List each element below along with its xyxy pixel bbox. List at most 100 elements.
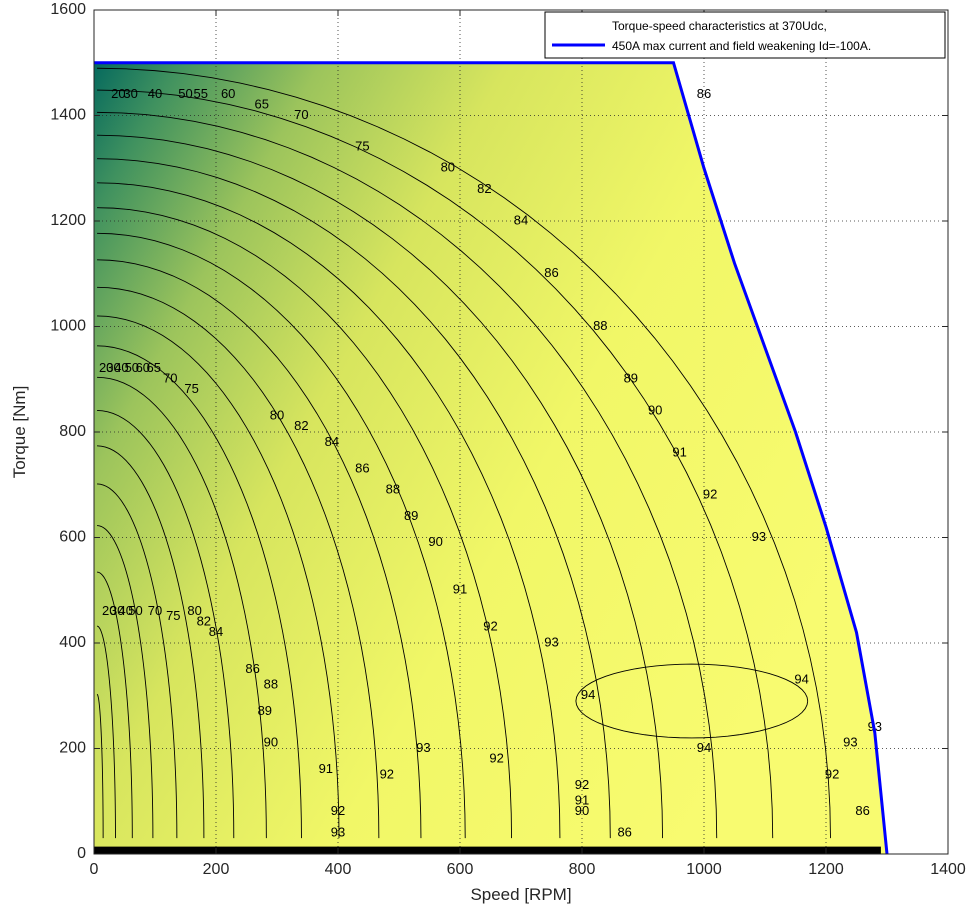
- contour-label: 92: [489, 750, 503, 765]
- contour-label: 30: [106, 360, 120, 375]
- x-tick-label: 1200: [808, 861, 844, 878]
- contour-label: 90: [648, 402, 662, 417]
- efficiency-map-fill: [94, 62, 887, 854]
- efficiency-region: [94, 62, 887, 854]
- contour-label: 40: [148, 86, 162, 101]
- contour-line-65: [97, 410, 235, 839]
- legend-text-line1: Torque-speed characteristics at 370Udc,: [612, 19, 827, 33]
- contour-label: 86: [355, 460, 369, 475]
- x-tick-label: 0: [90, 861, 99, 878]
- contour-label: 50: [125, 360, 139, 375]
- contour-line-93: [97, 89, 774, 839]
- y-axis-label: Torque [Nm]: [10, 386, 29, 479]
- contour-label: 86: [697, 86, 711, 101]
- contour-label: 88: [593, 318, 607, 333]
- contour-label: 89: [404, 508, 418, 523]
- contour-label: 92: [331, 803, 345, 818]
- contour-label: 89: [258, 703, 272, 718]
- contour-label: 55: [194, 86, 208, 101]
- contour-line-40: [96, 571, 133, 839]
- low-torque-dense-contours: [94, 846, 881, 854]
- contour-line-91: [97, 134, 664, 839]
- contour-label: 70: [294, 107, 308, 122]
- contour-label: 82: [294, 418, 308, 433]
- contour-label: 93: [843, 735, 857, 750]
- contour-label: 94: [581, 687, 595, 702]
- contour-label: 92: [703, 487, 717, 502]
- contour-line-75: [97, 345, 302, 839]
- contour-label: 75: [184, 381, 198, 396]
- contour-line-84: [97, 259, 422, 839]
- contour-label: 90: [575, 803, 589, 818]
- contour-line-94: [97, 67, 831, 839]
- contour-line-60: [97, 445, 205, 839]
- contour-label: 84: [514, 212, 528, 227]
- contour-label: 88: [264, 677, 278, 692]
- y-tick-label: 1400: [50, 107, 86, 124]
- contour-label: 84: [325, 434, 339, 449]
- contour-line-80: [97, 315, 340, 839]
- contour-label: 93: [752, 529, 766, 544]
- y-tick-label: 1600: [50, 1, 86, 18]
- contour-label: 30: [123, 86, 137, 101]
- contour-label: 92: [575, 777, 589, 792]
- contour-label: 80: [441, 160, 455, 175]
- contour-line-92: [97, 111, 718, 839]
- contour-label: 65: [255, 96, 269, 111]
- x-tick-label: 600: [447, 861, 474, 878]
- contour-label: 92: [825, 766, 839, 781]
- contour-label: 91: [672, 445, 686, 460]
- x-tick-label: 1400: [930, 861, 966, 878]
- contour-label: 20: [102, 603, 116, 618]
- y-tick-label: 400: [59, 634, 86, 651]
- y-tick-label: 1200: [50, 212, 86, 229]
- contour-line-55: [97, 483, 178, 839]
- contour-line-89: [97, 182, 561, 839]
- contour-label: 84: [209, 624, 223, 639]
- contour-line-30: [96, 625, 116, 839]
- contour-label: 94: [794, 671, 808, 686]
- contour-label: 82: [477, 181, 491, 196]
- contour-label: 88: [386, 481, 400, 496]
- contour-label: 60: [136, 360, 150, 375]
- legend-text-line2: 450A max current and field weakening Id=…: [612, 39, 871, 53]
- contour-label: 92: [380, 766, 394, 781]
- y-tick-label: 200: [59, 740, 86, 757]
- axis-ticks: 0 200 400 600 800 1000 1200 1400 0 200 400 600 800 10…: [50, 1, 965, 878]
- contour-label: 91: [319, 761, 333, 776]
- contour-label: 93: [416, 740, 430, 755]
- contour-line-90: [97, 158, 611, 839]
- contour-label: 86: [855, 803, 869, 818]
- torque-speed-envelope: [94, 61, 889, 855]
- x-tick-label: 1000: [686, 861, 722, 878]
- y-tick-label: 1000: [50, 318, 86, 335]
- y-tick-label: 0: [77, 845, 86, 862]
- contour-label: 70: [163, 371, 177, 386]
- contour-label: 86: [245, 661, 259, 676]
- contour-line-20: [96, 693, 104, 839]
- contour-label: 75: [166, 608, 180, 623]
- contour-label: 40: [114, 360, 128, 375]
- contour-label: 82: [197, 613, 211, 628]
- contour-label: 80: [270, 408, 284, 423]
- contour-label: 65: [147, 360, 161, 375]
- contour-label: 90: [428, 534, 442, 549]
- contour-label: 30: [110, 603, 124, 618]
- contour-label: 93: [544, 634, 558, 649]
- contour-line-94-island: [575, 663, 809, 739]
- contour-label: 20: [99, 360, 113, 375]
- x-tick-label: 200: [203, 861, 230, 878]
- envelope-line: [94, 61, 889, 855]
- contour-label: 92: [483, 619, 497, 634]
- contour-line-82: [97, 286, 380, 839]
- contour-label: 70: [148, 603, 162, 618]
- contour-label: 91: [575, 793, 589, 808]
- x-tick-label: 400: [325, 861, 352, 878]
- contour-label: 91: [453, 582, 467, 597]
- contour-label: 94: [697, 740, 711, 755]
- y-tick-label: 800: [59, 423, 86, 440]
- contour-label: 80: [187, 603, 201, 618]
- contour-label: 50: [178, 86, 192, 101]
